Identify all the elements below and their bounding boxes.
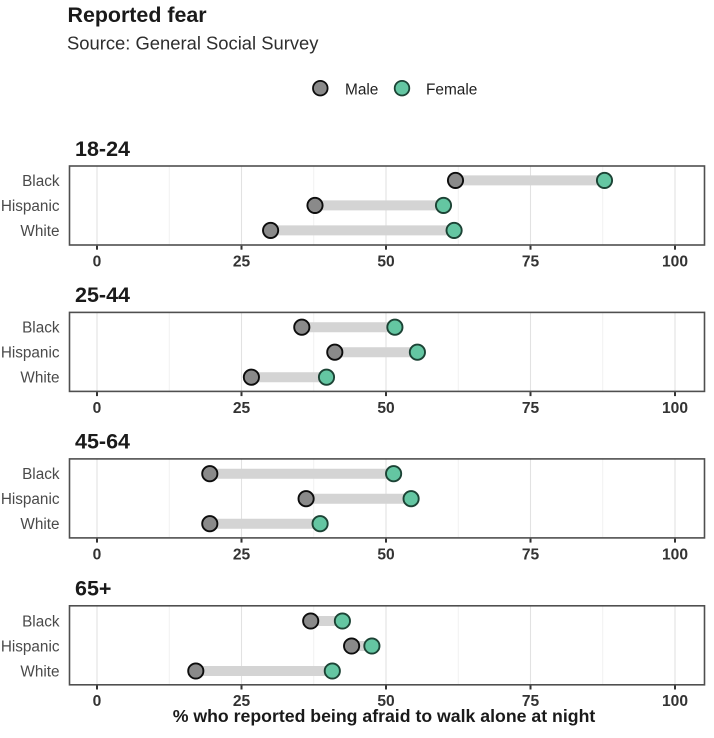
svg-text:50: 50 [377,253,395,270]
svg-text:18-24: 18-24 [75,137,130,161]
svg-text:50: 50 [377,400,395,417]
svg-text:Hispanic: Hispanic [1,491,60,508]
svg-text:0: 0 [93,693,102,710]
svg-text:75: 75 [522,253,540,270]
svg-text:50: 50 [377,693,395,710]
svg-text:100: 100 [662,693,688,710]
svg-text:% who reported being afraid to: % who reported being afraid to walk alon… [173,706,596,726]
svg-text:Black: Black [22,613,60,630]
svg-text:Black: Black [22,173,60,190]
svg-text:Black: Black [22,320,60,337]
svg-text:Female: Female [426,82,477,99]
svg-text:25: 25 [233,546,251,563]
svg-text:65+: 65+ [75,577,111,601]
svg-text:Source: General Social Survey: Source: General Social Survey [67,32,319,53]
svg-text:Hispanic: Hispanic [1,198,60,215]
svg-text:25: 25 [233,253,251,270]
svg-text:0: 0 [93,546,102,563]
svg-text:Male: Male [345,82,378,99]
svg-text:White: White [20,223,59,240]
svg-text:100: 100 [662,400,688,417]
svg-text:45-64: 45-64 [75,430,130,454]
svg-text:25: 25 [233,693,251,710]
svg-text:25: 25 [233,400,251,417]
svg-text:Hispanic: Hispanic [1,345,60,362]
svg-text:75: 75 [522,400,540,417]
svg-text:Hispanic: Hispanic [1,638,60,655]
svg-text:Black: Black [22,466,60,483]
svg-text:Reported fear: Reported fear [68,3,207,27]
svg-text:100: 100 [662,253,688,270]
svg-text:100: 100 [662,546,688,563]
svg-text:0: 0 [93,253,102,270]
svg-text:White: White [20,516,59,533]
svg-text:75: 75 [522,546,540,563]
svg-text:0: 0 [93,400,102,417]
svg-text:50: 50 [377,546,395,563]
svg-text:25-44: 25-44 [75,283,130,307]
svg-text:White: White [20,663,59,680]
svg-text:75: 75 [522,693,540,710]
svg-text:White: White [20,370,59,387]
